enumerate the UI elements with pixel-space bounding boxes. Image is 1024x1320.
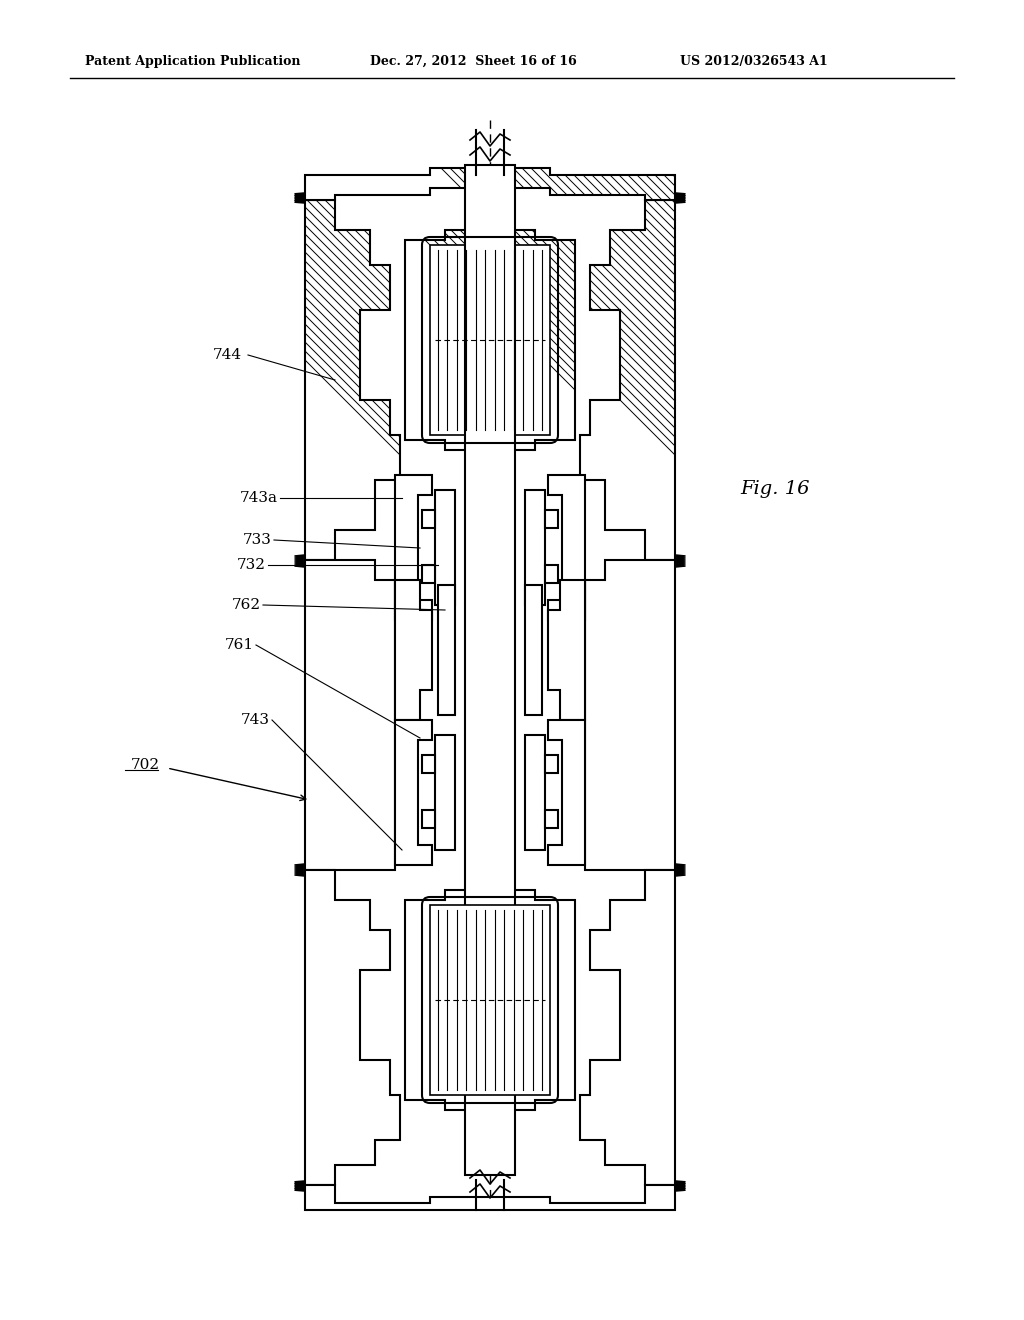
Polygon shape [395, 719, 432, 865]
Polygon shape [548, 579, 585, 719]
Text: 744: 744 [213, 348, 242, 362]
Text: 702: 702 [131, 758, 160, 772]
Text: 743: 743 [241, 713, 270, 727]
Polygon shape [406, 890, 575, 1110]
Polygon shape [395, 475, 432, 620]
Polygon shape [580, 870, 675, 1185]
Polygon shape [545, 510, 558, 528]
Polygon shape [580, 201, 675, 560]
Polygon shape [406, 230, 575, 450]
Polygon shape [545, 810, 558, 828]
Polygon shape [395, 579, 432, 719]
Polygon shape [422, 565, 435, 583]
Polygon shape [305, 168, 675, 201]
Polygon shape [305, 870, 400, 1185]
Polygon shape [435, 735, 455, 850]
Polygon shape [305, 560, 395, 870]
Polygon shape [525, 585, 542, 715]
Polygon shape [305, 1185, 675, 1210]
Polygon shape [422, 810, 435, 828]
Polygon shape [465, 165, 515, 1175]
Text: Patent Application Publication: Patent Application Publication [85, 55, 300, 69]
Polygon shape [430, 906, 550, 1096]
Polygon shape [545, 755, 558, 774]
Polygon shape [545, 565, 558, 583]
Polygon shape [305, 201, 400, 560]
Polygon shape [422, 755, 435, 774]
Text: Dec. 27, 2012  Sheet 16 of 16: Dec. 27, 2012 Sheet 16 of 16 [370, 55, 577, 69]
Polygon shape [525, 735, 545, 850]
Text: 732: 732 [237, 558, 266, 572]
Polygon shape [585, 560, 675, 870]
Polygon shape [548, 475, 585, 620]
Polygon shape [435, 490, 455, 605]
Text: 762: 762 [231, 598, 261, 612]
Polygon shape [548, 719, 585, 865]
Text: Fig. 16: Fig. 16 [740, 480, 810, 498]
Text: 733: 733 [243, 533, 272, 546]
Text: US 2012/0326543 A1: US 2012/0326543 A1 [680, 55, 827, 69]
Text: 761: 761 [225, 638, 254, 652]
Polygon shape [430, 246, 550, 436]
Text: 743a: 743a [240, 491, 278, 506]
Polygon shape [438, 585, 455, 715]
Polygon shape [422, 510, 435, 528]
Polygon shape [525, 490, 545, 605]
